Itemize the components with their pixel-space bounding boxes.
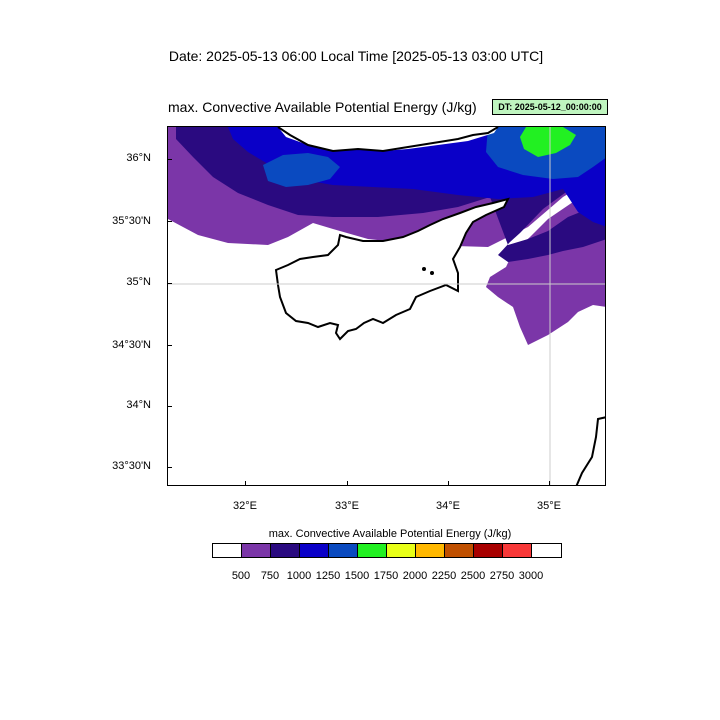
lat-tick [167,221,172,222]
colorbar-title: max. Convective Available Potential Ener… [268,528,512,540]
lon-tick [448,481,449,486]
colorbar-label: 500 [231,570,251,582]
lat-label: 35°30'N [112,215,151,227]
cape-1250-west-patch [263,153,340,187]
cape-1750-patch [520,127,576,157]
map-title: max. Convective Available Potential Ener… [168,99,477,115]
colorbar-label: 2250 [431,570,457,582]
date-title: Date: 2025-05-13 06:00 Local Time [2025-… [168,48,544,64]
cyprus-island [274,197,510,341]
turkey-coastline [277,127,499,153]
dt-badge: DT: 2025-05-12_00:00:00 [492,99,608,115]
lon-label: 33°E [335,500,359,512]
colorbar-swatch [445,544,474,557]
lon-tick [549,481,550,486]
colorbar-swatch [358,544,387,557]
colorbar-label: 2750 [489,570,515,582]
lat-label: 36°N [126,152,151,164]
colorbar-label: 1750 [373,570,399,582]
colorbar-label: 3000 [518,570,544,582]
lat-tick [167,406,172,407]
colorbar-label: 1250 [315,570,341,582]
colorbar-label: 1500 [344,570,370,582]
colorbar-label: 1000 [286,570,312,582]
islet [430,271,434,275]
lat-tick [167,159,172,160]
islet [422,267,426,271]
lon-label: 35°E [537,500,561,512]
colorbar-swatch [416,544,445,557]
map-frame[interactable] [167,126,606,486]
colorbar-swatch [300,544,329,557]
levant-coastline [575,416,605,485]
colorbar-swatch [329,544,358,557]
cape-map [168,127,605,485]
lat-tick [167,345,172,346]
colorbar-swatch [271,544,300,557]
colorbar-swatch [387,544,416,557]
colorbar-swatch [474,544,503,557]
lat-label: 35°N [126,276,151,288]
colorbar [212,543,562,558]
lat-label: 34°30'N [112,339,151,351]
colorbar-label: 750 [260,570,280,582]
colorbar-swatch [532,544,561,557]
colorbar-swatch [213,544,242,557]
lat-tick [167,283,172,284]
colorbar-swatch [503,544,532,557]
lon-tick [245,481,246,486]
colorbar-label: 2000 [402,570,428,582]
colorbar-label: 2500 [460,570,486,582]
lon-label: 34°E [436,500,460,512]
turkey-landmass [278,127,498,151]
lat-label: 34°N [126,399,151,411]
lat-tick [167,467,172,468]
lat-label: 33°30'N [112,460,151,472]
lon-tick [347,481,348,486]
lon-label: 32°E [233,500,257,512]
colorbar-swatch [242,544,271,557]
